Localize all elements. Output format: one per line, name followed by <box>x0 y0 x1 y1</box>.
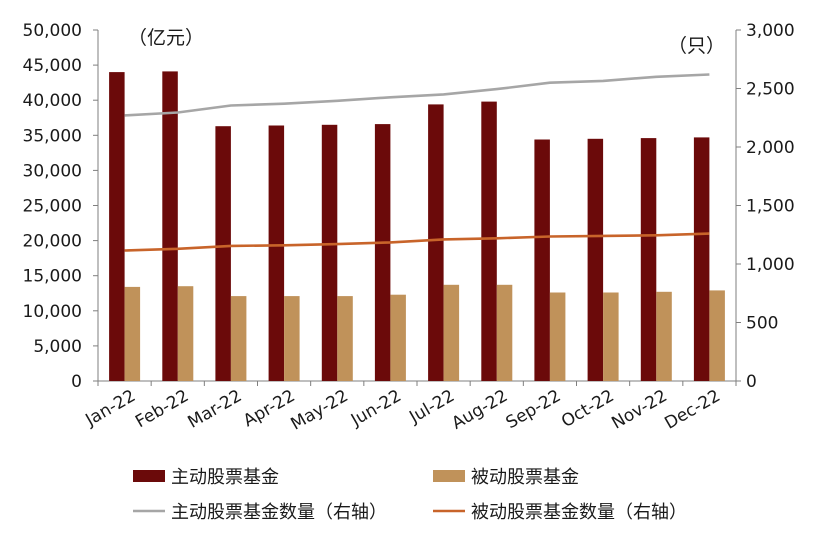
legend-label: 被动股票基金数量（右轴） <box>471 502 687 523</box>
bar-active <box>268 125 285 381</box>
left-tick-label: 10,000 <box>23 302 82 322</box>
bar-passive <box>443 284 460 381</box>
right-axis-unit: （只） <box>668 35 725 57</box>
x-tick-label: Jul-22 <box>405 386 458 428</box>
bar-active <box>534 139 550 381</box>
bar-active <box>109 72 125 381</box>
bar-passive <box>230 296 247 381</box>
bar-active <box>693 137 710 381</box>
lines <box>124 73 710 252</box>
bar-passive <box>496 284 513 381</box>
x-tick-label: Apr-22 <box>240 386 299 431</box>
x-tick-label: Jan-22 <box>81 386 139 431</box>
bar-active <box>374 124 391 381</box>
bar-passive <box>549 292 566 381</box>
bar-active <box>481 101 497 381</box>
bar-passive <box>656 291 672 381</box>
left-tick-label: 0 <box>71 372 82 392</box>
bar-active <box>162 71 178 382</box>
left-tick-label: 15,000 <box>23 267 82 287</box>
right-tick-label: 0 <box>746 372 757 392</box>
left-tick-label: 25,000 <box>23 197 82 217</box>
bar-passive <box>337 296 353 381</box>
left-tick-label: 20,000 <box>23 232 82 252</box>
bar-passive <box>124 286 141 381</box>
right-tick-label: 2,000 <box>746 138 795 158</box>
left-axis-unit: （亿元） <box>128 27 204 49</box>
legend-swatch <box>433 470 465 482</box>
x-tick-label: Jun-22 <box>347 386 405 431</box>
left-tick-label: 40,000 <box>23 91 82 111</box>
bars <box>109 71 725 382</box>
left-tick-label: 5,000 <box>33 337 82 357</box>
x-tick-label: Nov-22 <box>608 386 670 434</box>
left-tick-label: 45,000 <box>23 56 82 76</box>
right-tick-label: 2,500 <box>746 80 795 100</box>
x-tick-label: Aug-22 <box>448 386 511 434</box>
right-tick-label: 3,000 <box>746 21 795 41</box>
right-tick-label: 500 <box>746 314 778 334</box>
left-tick-label: 35,000 <box>23 126 82 146</box>
bar-active <box>587 138 604 381</box>
bar-passive <box>709 290 725 381</box>
x-tick-label: Feb-22 <box>132 386 192 432</box>
bar-active <box>321 124 338 382</box>
legend-swatch <box>133 470 165 482</box>
x-tick-label: Mar-22 <box>185 386 246 433</box>
bar-passive <box>390 294 406 381</box>
left-tick-label: 30,000 <box>23 161 82 181</box>
x-tick-label: Sep-22 <box>503 386 565 433</box>
legend-label: 主动股票基金数量（右轴） <box>171 502 387 523</box>
bar-active <box>640 138 657 381</box>
right-tick-label: 1,000 <box>746 255 795 275</box>
bar-active <box>215 126 231 381</box>
axes: 0 5,000 10,000 15,000 20,000 25,000 30,000 35,0… <box>23 21 795 392</box>
series-line-passive-count <box>124 232 710 252</box>
legend-label: 被动股票基金 <box>471 467 579 488</box>
bar-passive <box>603 292 619 381</box>
bar-active <box>428 104 444 382</box>
x-tick-label: Dec-22 <box>661 386 724 434</box>
legend-label: 主动股票基金 <box>171 467 279 488</box>
left-tick-label: 50,000 <box>23 21 82 41</box>
x-tick-label: May-22 <box>288 386 352 435</box>
right-tick-label: 1,500 <box>746 197 795 217</box>
x-tick-label: Oct-22 <box>558 386 618 432</box>
bar-passive <box>177 286 194 381</box>
series-line-active-count <box>124 73 710 117</box>
bar-passive <box>284 296 300 381</box>
